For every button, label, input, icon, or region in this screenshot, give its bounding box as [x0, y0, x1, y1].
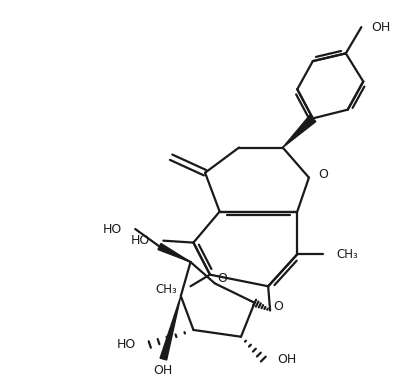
Text: OH: OH	[154, 364, 173, 376]
Polygon shape	[283, 115, 316, 147]
Text: HO: HO	[131, 234, 150, 247]
Polygon shape	[160, 296, 181, 360]
Text: O: O	[273, 300, 283, 313]
Text: HO: HO	[117, 338, 136, 351]
Text: HO: HO	[102, 223, 121, 235]
Text: O: O	[218, 272, 228, 285]
Text: O: O	[319, 168, 329, 181]
Text: OH: OH	[371, 21, 390, 34]
Text: CH₃: CH₃	[155, 283, 177, 296]
Text: CH₃: CH₃	[336, 248, 358, 261]
Text: OH: OH	[277, 353, 296, 365]
Polygon shape	[158, 243, 191, 262]
